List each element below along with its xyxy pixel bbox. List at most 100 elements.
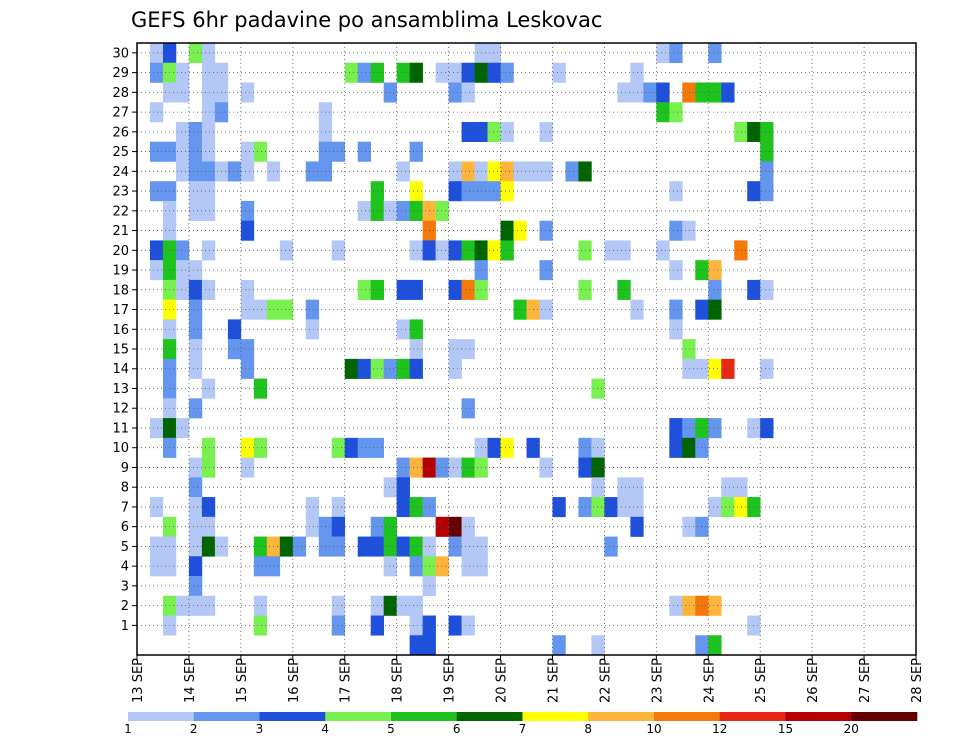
heatmap-cell [188,299,203,320]
heatmap-cell [669,181,683,202]
heatmap-cell [331,595,346,616]
heatmap-cell [396,457,410,478]
heatmap-cell [227,161,242,182]
heatmap-cell [669,319,683,340]
x-tick-label: 20 SEP [495,658,510,703]
heatmap-cell [383,536,397,557]
heatmap-cell [435,556,449,577]
heatmap-cell [188,358,203,379]
heatmap-cell [500,121,514,143]
heatmap-cell [669,595,683,616]
y-tick-label: 26 [112,125,129,140]
heatmap-cell [591,437,605,458]
heatmap-cell [188,161,203,182]
heatmap-cell [305,319,320,340]
heatmap-cell [435,200,449,221]
heatmap-cell [357,536,371,557]
heatmap-cell [253,556,268,577]
heatmap-cell [201,457,216,478]
heatmap-cell [461,161,475,182]
heatmap-cell [253,615,268,636]
colorbar-label: 8 [584,722,592,736]
heatmap-cell [552,62,566,83]
heatmap-cell [409,62,423,83]
colorbar-label: 6 [453,722,461,736]
heatmap-cell [539,457,553,478]
heatmap-cell [760,279,774,300]
heatmap-cell [513,161,527,182]
heatmap-cell [682,437,696,458]
heatmap-cell [721,497,735,518]
heatmap-cell [682,358,696,379]
heatmap-cell [604,240,618,261]
heatmap-cell [448,516,462,537]
heatmap-cell [461,279,475,300]
heatmap-cell [422,635,436,656]
heatmap-cell [188,516,203,537]
colorbar-swatch [851,712,918,721]
heatmap-cell [383,82,397,103]
heatmap-cell [188,141,203,162]
y-tick-label: 23 [112,185,129,200]
colorbar-swatch [456,712,523,721]
heatmap-cell [149,43,164,64]
heatmap-cell [357,141,371,162]
heatmap-cell [240,279,255,300]
heatmap-cell [708,595,722,616]
heatmap-cell [188,200,203,221]
heatmap-cell [734,477,748,498]
heatmap-cell [357,62,371,83]
x-tick-label: 18 SEP [391,658,406,703]
x-tick-label: 26 SEP [806,658,821,703]
heatmap-cell [240,82,255,103]
y-tick-label: 15 [112,343,129,358]
heatmap-cell [305,516,320,537]
heatmap-cell [201,181,216,202]
heatmap-cell [175,161,190,182]
heatmap-cell [409,595,423,616]
colorbar-label: 12 [712,722,727,736]
heatmap-cell [461,615,475,636]
heatmap-cell [461,556,475,577]
x-tick-label: 14 SEP [183,658,198,703]
heatmap-cell [552,497,566,518]
colorbar-swatch [193,712,260,721]
heatmap-cell [500,181,514,202]
heatmap-cell [227,319,242,340]
heatmap-cell [708,635,722,656]
heatmap-cell [617,477,631,498]
heatmap-cell [734,240,748,261]
heatmap-cell [188,43,203,64]
x-tick-label: 16 SEP [287,658,302,703]
heatmap-cell [487,240,501,261]
colorbar-label: 2 [190,722,198,736]
heatmap-cell [708,299,722,320]
y-tick-label: 17 [112,303,129,318]
heatmap-cell [565,161,579,182]
heatmap-cell [175,260,190,281]
colorbar: 1 2 3 4 5 6 7 8 10 12 15 20 [124,712,918,736]
heatmap-cell [409,536,423,557]
heatmap-cell [617,240,631,261]
heatmap-cell [253,536,268,557]
heatmap-cell [682,82,696,103]
heatmap-cell [188,457,203,478]
colorbar-label: 1 [124,722,132,736]
y-tick-label: 4 [121,560,129,575]
heatmap-cell [383,556,397,577]
y-tick-label: 29 [112,66,129,81]
heatmap-cell [669,437,683,458]
heatmap-cell [461,398,475,419]
y-tick-label: 30 [112,46,129,61]
heatmap-cell [175,595,190,616]
colorbar-label: 10 [646,722,661,736]
heatmap-cell [461,536,475,557]
heatmap-cell [305,299,320,320]
heatmap-cell [695,635,709,656]
heatmap-cell [721,477,735,498]
colorbar-swatch [391,712,458,721]
heatmap-cell [617,82,631,103]
heatmap-cell [396,497,410,518]
heatmap-cell [682,339,696,360]
heatmap-cell [591,378,605,399]
